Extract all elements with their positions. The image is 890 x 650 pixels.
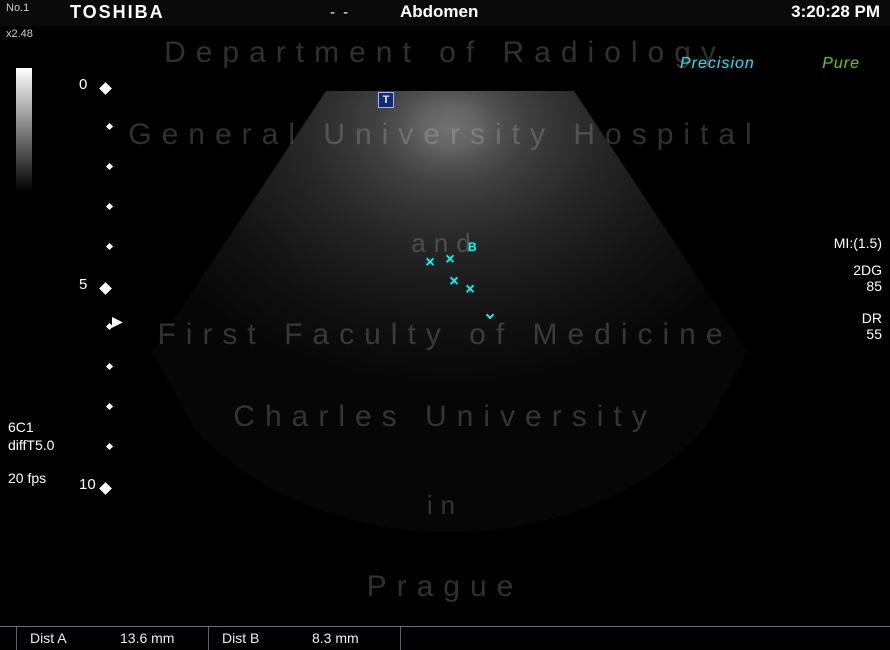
depth-tick bbox=[106, 203, 113, 210]
dist-b-value: 8.3 mm bbox=[312, 630, 359, 646]
zoom-label: x2.48 bbox=[6, 28, 33, 40]
acoustic-shadow bbox=[587, 311, 652, 532]
ultrasound-screen: No.1 TOSHIBA - - Abdomen 3:20:28 PM x2.4… bbox=[0, 0, 890, 650]
depth-0-label: 0 bbox=[79, 76, 87, 93]
header-exam: Abdomen bbox=[400, 2, 478, 22]
depth-major-tick bbox=[99, 282, 112, 295]
orientation-marker: T bbox=[378, 92, 394, 108]
left-params: 6C1 diffT5.0 bbox=[8, 418, 54, 454]
mi-label: MI:(1.5) bbox=[834, 235, 882, 251]
depth-tick bbox=[106, 363, 113, 370]
depth-cursor-icon[interactable]: ▶ bbox=[112, 313, 123, 330]
anechoic-region bbox=[357, 122, 594, 312]
watermark-line: Prague bbox=[0, 570, 890, 604]
caliper-a1[interactable] bbox=[425, 254, 434, 272]
brand-mark: Precision Pure bbox=[680, 55, 860, 81]
depth-tick bbox=[106, 123, 113, 130]
depth-tick bbox=[106, 443, 113, 450]
dist-a-label: Dist A bbox=[30, 630, 67, 646]
sector-background bbox=[140, 82, 760, 532]
mode-value: 85 bbox=[866, 278, 882, 294]
dr-value: 55 bbox=[866, 326, 882, 342]
depth-tick bbox=[106, 243, 113, 250]
anechoic-region-2 bbox=[566, 163, 663, 279]
depth-5-label: 5 bbox=[79, 276, 87, 293]
preset-label: diffT5.0 bbox=[8, 436, 54, 454]
measurement-bar: Dist A 13.6 mm Dist B 8.3 mm bbox=[0, 626, 890, 650]
depth-tick bbox=[106, 163, 113, 170]
depth-10-label: 10 bbox=[79, 476, 96, 493]
header-no: No.1 bbox=[6, 2, 29, 14]
dist-a-value: 13.6 mm bbox=[120, 630, 174, 646]
separator bbox=[400, 627, 401, 650]
ultrasound-sector[interactable] bbox=[140, 82, 760, 532]
brand-right: Pure bbox=[822, 55, 860, 73]
separator bbox=[16, 627, 17, 650]
separator bbox=[208, 627, 209, 650]
depth-scale: 0 5 10 bbox=[79, 80, 113, 510]
caliper-b1[interactable] bbox=[445, 251, 454, 269]
dr-label: DR bbox=[862, 310, 882, 326]
header-time: 3:20:28 PM bbox=[791, 2, 880, 22]
speckle-grain bbox=[140, 82, 760, 532]
header-bar: No.1 TOSHIBA - - Abdomen 3:20:28 PM bbox=[0, 0, 890, 26]
depth-major-tick bbox=[99, 82, 112, 95]
brand-left: Precision bbox=[680, 55, 755, 73]
caliper-a2[interactable] bbox=[449, 273, 458, 291]
depth-tick bbox=[106, 403, 113, 410]
depth-major-tick bbox=[99, 482, 112, 495]
echo-band bbox=[309, 271, 731, 348]
grayscale-bar bbox=[16, 68, 32, 213]
header-vendor: TOSHIBA bbox=[70, 2, 165, 23]
probe-label: 6C1 bbox=[8, 418, 54, 436]
caliper-b-label: B bbox=[468, 240, 477, 254]
header-dash: - - bbox=[330, 4, 350, 21]
mode-label: 2DG bbox=[853, 262, 882, 278]
dist-b-label: Dist B bbox=[222, 630, 259, 646]
caliper-b2[interactable] bbox=[465, 281, 474, 299]
fps-label: 20 fps bbox=[8, 470, 46, 486]
